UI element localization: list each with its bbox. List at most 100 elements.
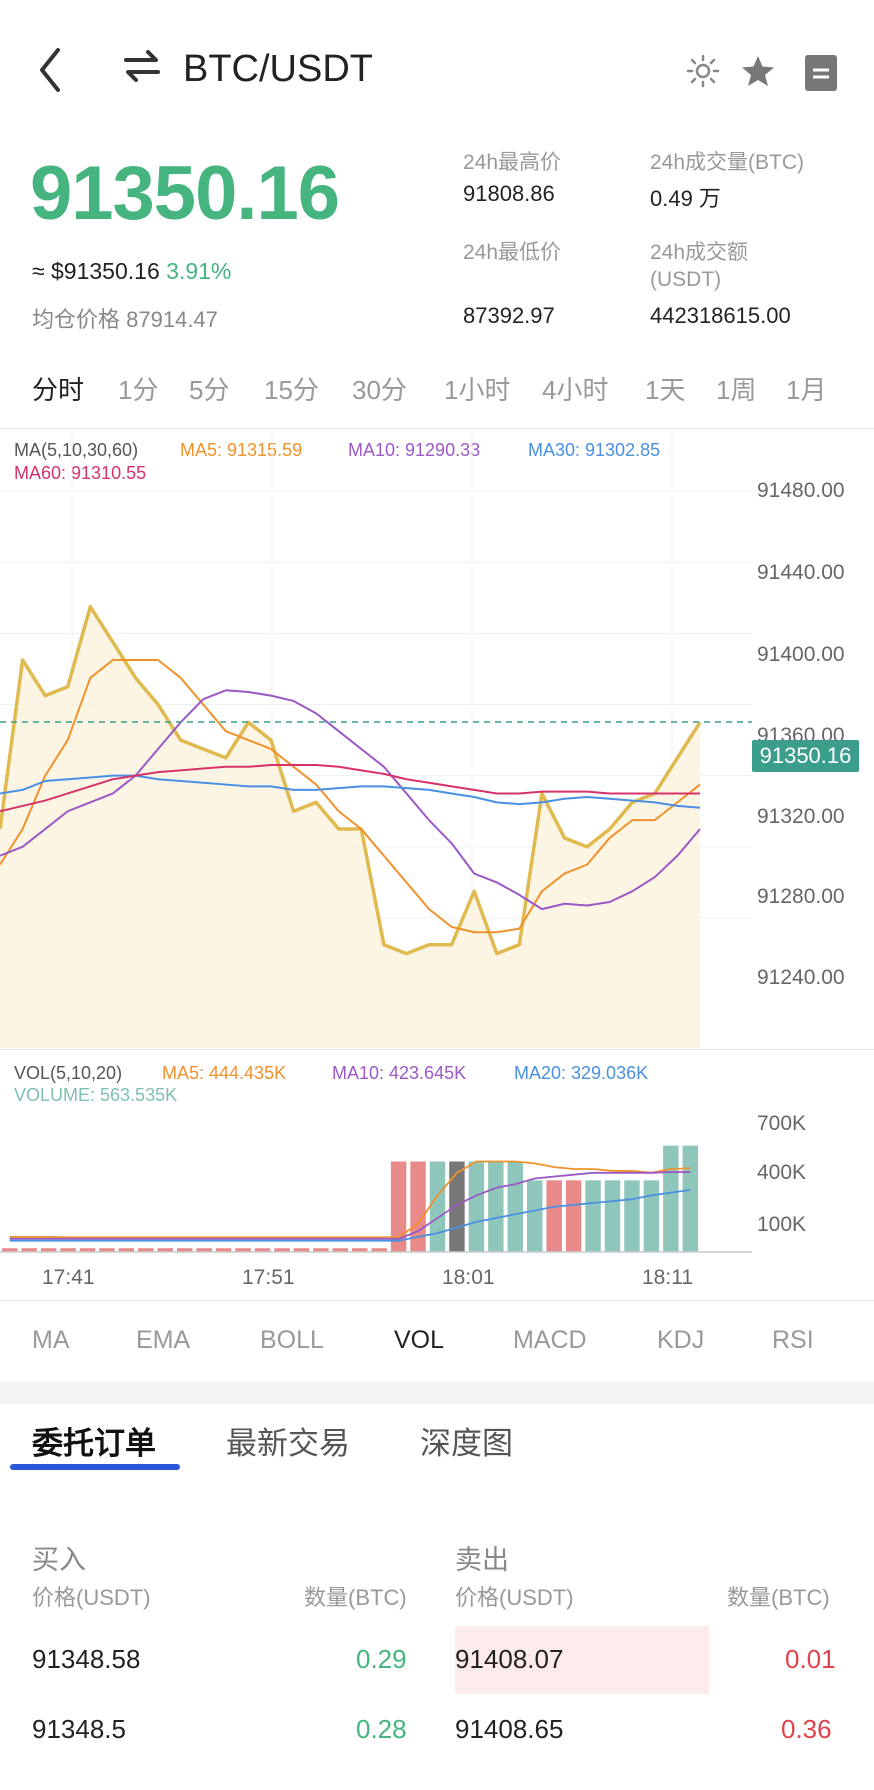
low-value: 87392.97	[463, 303, 555, 328]
volume-bar	[60, 1248, 76, 1252]
volume-bar	[468, 1161, 485, 1252]
avg-price: 均仓价格 87914.47	[32, 302, 218, 334]
tab-timeframe-1h[interactable]: 1小时	[444, 375, 511, 405]
volume-bars	[2, 1145, 698, 1252]
tab-indicator-ema[interactable]: EMA	[136, 1326, 191, 1354]
vol-legend-label: VOL(5,10,20)	[14, 1063, 123, 1083]
volume-bar	[293, 1248, 310, 1252]
vol-btc-label: 24h成交量(BTC)	[650, 151, 805, 174]
volume-bar	[527, 1180, 543, 1252]
theme-sun-icon	[686, 54, 720, 88]
x-tick-label: 17:41	[42, 1266, 95, 1289]
volume-bar	[390, 1161, 407, 1252]
bid-price[interactable]: 91348.58	[32, 1644, 141, 1674]
x-tick-label: 18:01	[442, 1266, 495, 1289]
buy-title: 买入	[32, 1545, 86, 1575]
avg-price-label: 均仓价格	[32, 307, 121, 332]
volume-bar	[663, 1145, 679, 1252]
tab-timeframe-1w[interactable]: 1周	[716, 375, 757, 405]
volume-bar	[157, 1248, 173, 1252]
volume-bar	[604, 1180, 621, 1252]
tab-timeframe-4h[interactable]: 4小时	[542, 375, 609, 405]
volume-bar	[40, 1248, 57, 1252]
volume-bar	[546, 1180, 562, 1252]
volume-bar	[99, 1248, 115, 1252]
menu-button[interactable]	[804, 54, 838, 97]
tab-timeframe-line[interactable]: 分时	[32, 375, 85, 405]
bid-price[interactable]: 91348.5	[32, 1714, 126, 1744]
avg-price-value: 87914.47	[126, 307, 218, 332]
price-approx: ≈ $91350.16 3.91%	[32, 258, 231, 285]
volume-legend: VOLUME: 563.535K	[14, 1085, 178, 1105]
tab-indicator-macd[interactable]: MACD	[513, 1326, 587, 1354]
tab-timeframe-30m[interactable]: 30分	[352, 375, 407, 405]
price-approx-usd: ≈ $91350.16	[32, 258, 160, 284]
low-label: 24h最低价	[463, 241, 562, 264]
tab-indicator-kdj[interactable]: KDJ	[657, 1326, 705, 1354]
y-tick-label: 91320.00	[757, 805, 845, 828]
y-tick-label: 91280.00	[757, 885, 845, 908]
tab-timeframe-1m[interactable]: 1分	[118, 375, 159, 405]
volume-bar	[429, 1161, 446, 1252]
price-area-fill	[0, 606, 700, 1048]
back-button[interactable]	[30, 40, 70, 100]
swap-pair-button[interactable]	[122, 46, 162, 86]
volume-ma-lines	[9, 1160, 691, 1242]
volume-bar	[215, 1248, 232, 1252]
star-icon	[742, 56, 774, 86]
y-tick-label: 91480.00	[757, 479, 845, 502]
tab-timeframe-1mo[interactable]: 1月	[786, 375, 827, 405]
volume-bar	[235, 1248, 251, 1252]
bid-qty-header: 数量(BTC)	[304, 1585, 407, 1610]
volume-ma10-line	[9, 1171, 691, 1240]
volume-bar	[196, 1248, 212, 1252]
tab-indicator-boll[interactable]: BOLL	[260, 1326, 324, 1354]
volume-bar	[274, 1248, 290, 1252]
y-tick-label: 91440.00	[757, 561, 845, 584]
ma60-legend: MA60: 91310.55	[14, 463, 147, 483]
favorite-button[interactable]	[740, 54, 776, 93]
price-chart[interactable]	[0, 428, 874, 1050]
tab-latest-trades[interactable]: 最新交易	[226, 1426, 350, 1461]
last-price: 91350.16	[30, 151, 340, 236]
current-price-tag: 91350.16	[752, 740, 859, 772]
tab-timeframe-1d[interactable]: 1天	[645, 375, 686, 405]
section-separator	[0, 1382, 874, 1404]
bid-qty: 0.29	[356, 1644, 407, 1674]
tab-indicator-rsi[interactable]: RSI	[772, 1326, 814, 1354]
volume-bar	[682, 1145, 698, 1252]
bid-qty: 0.28	[356, 1714, 407, 1744]
ask-price[interactable]: 91408.65	[455, 1714, 564, 1744]
tab-timeframe-5m[interactable]: 5分	[189, 375, 230, 405]
vol-tick-label: 100K	[757, 1213, 807, 1236]
volume-bar	[643, 1180, 660, 1252]
ask-price[interactable]: 91408.07	[455, 1644, 564, 1674]
tab-depth-chart[interactable]: 深度图	[420, 1426, 513, 1461]
vol-usdt-label: 24h成交额	[650, 241, 749, 264]
tab-orders[interactable]: 委托订单	[32, 1426, 156, 1461]
ma10-legend: MA10: 91290.33	[348, 440, 481, 460]
y-tick-label: 91400.00	[757, 643, 845, 666]
volume-ma20-line	[9, 1189, 691, 1242]
x-tick-label: 17:51	[242, 1266, 295, 1289]
volume-bar	[79, 1248, 96, 1252]
tab-timeframe-15m[interactable]: 15分	[264, 375, 319, 405]
y-tick-label: 91240.00	[757, 966, 845, 989]
bid-price-header: 价格(USDT)	[32, 1585, 151, 1610]
volume-chart[interactable]	[0, 1100, 874, 1260]
ma10-line	[0, 689, 701, 911]
volume-bar	[449, 1161, 465, 1252]
ma-legend-label: MA(5,10,30,60)	[14, 440, 139, 460]
pair-title[interactable]: BTC/USDT	[183, 48, 373, 90]
swap-icon	[124, 50, 160, 82]
price-line	[0, 604, 702, 956]
volume-bar	[371, 1248, 387, 1252]
tab-indicator-ma[interactable]: MA	[32, 1326, 70, 1354]
theme-toggle-button[interactable]	[686, 54, 720, 93]
ask-depth-bar	[455, 1626, 709, 1694]
volume-bar	[118, 1248, 135, 1252]
volume-bar	[138, 1248, 154, 1252]
volume-bar	[488, 1161, 504, 1252]
tab-indicator-vol[interactable]: VOL	[394, 1326, 445, 1354]
ask-qty: 0.36	[781, 1714, 832, 1744]
